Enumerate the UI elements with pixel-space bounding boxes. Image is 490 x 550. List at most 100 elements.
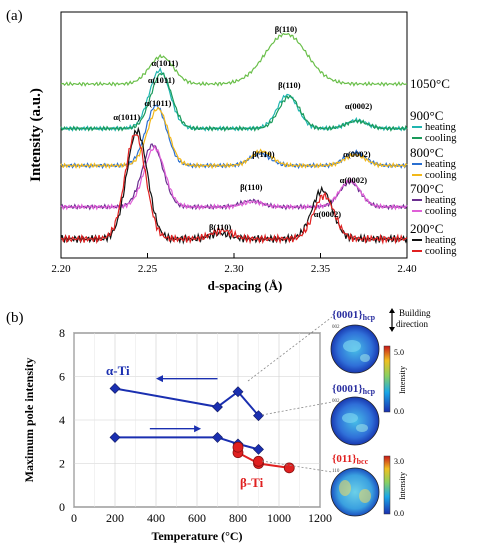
arrow-head xyxy=(156,375,163,383)
beta-point xyxy=(283,462,295,474)
temperature-label: 1050°C xyxy=(410,76,450,91)
alpha-point xyxy=(109,431,121,443)
legend-entry: heating xyxy=(425,195,457,206)
panel-b-points xyxy=(109,383,295,474)
panel-a-temperature-labels: 1050°C900°Cheatingcooling800°Cheatingcoo… xyxy=(410,76,457,257)
colorbar-1-max: 5.0 xyxy=(394,348,404,357)
panel-b-ticks: 0 200 400 600 800 1000 1200 0 2 4 6 8 xyxy=(59,326,332,525)
legend-entry: heating xyxy=(425,122,457,133)
panel-b-arrows xyxy=(149,375,218,433)
panel-b-x-tick-label: 400 xyxy=(147,511,165,525)
peak-annotation: β(110) xyxy=(278,80,301,90)
beta-ti-label: β-Ti xyxy=(240,475,264,490)
series-line-0 xyxy=(114,387,260,417)
panel-b-y-tick-label: 8 xyxy=(59,326,65,340)
building-direction-line-1: Building xyxy=(399,308,431,318)
panel-b-label: (b) xyxy=(6,310,24,326)
panel-b-x-axis-label: Temperature (°C) xyxy=(151,529,242,543)
peak-annotation: α(1011) xyxy=(113,112,140,122)
peak-annotation: β(110) xyxy=(209,222,232,232)
panel-a-x-axis-label: d-spacing (Å) xyxy=(208,278,283,293)
pole-figure-2-corner: 002 xyxy=(332,399,340,404)
colorbar-2-label: Intensity xyxy=(398,472,407,500)
panel-b-grid xyxy=(73,332,321,508)
trace-1050 xyxy=(60,32,408,87)
colorbar-2-max: 3.0 xyxy=(394,457,404,466)
panel-b-y-axis-label: Maximum pole intensity xyxy=(22,358,36,483)
panel-a-x-tick-label: 2.20 xyxy=(51,263,71,275)
series-line-1 xyxy=(115,436,259,451)
panel-b-y-tick-label: 4 xyxy=(59,413,65,427)
panel-b-x-tick-label: 1000 xyxy=(267,511,291,525)
panel-a-traces xyxy=(60,32,408,245)
panel-a-y-axis-label: Intensity (a.u.) xyxy=(28,88,44,182)
panel-a-plot-frame xyxy=(60,11,408,259)
legend-entry: heating xyxy=(425,159,457,170)
panel-b-y-tick-label: 6 xyxy=(59,370,65,384)
temperature-label: 800°C xyxy=(410,145,443,160)
legend-entry: cooling xyxy=(425,133,457,144)
trace-200-heating xyxy=(60,126,408,245)
pole-figure-connectors xyxy=(247,316,333,473)
alpha-ti-label: α-Ti xyxy=(106,363,130,378)
temperature-label: 200°C xyxy=(410,221,443,236)
panel-b-y-tick-label: 2 xyxy=(59,457,65,471)
panel-a-x-tick-label: 2.35 xyxy=(311,263,331,275)
trace-800-cooling xyxy=(60,106,408,170)
panel-b-x-tick-label: 1200 xyxy=(308,511,332,525)
panel-b-x-tick-label: 600 xyxy=(188,511,206,525)
panel-a-x-tick-label: 2.25 xyxy=(138,263,158,275)
peak-annotation: β(110) xyxy=(240,182,263,192)
pole-figure-2: {0001}hcp 002 5.0 0.0 Intensity xyxy=(330,345,407,446)
alpha-point xyxy=(109,383,121,394)
colorbar-2 xyxy=(383,455,391,515)
panel-b-x-tick-label: 800 xyxy=(229,511,247,525)
peak-annotation: α(0002) xyxy=(343,149,371,159)
legend-entry: cooling xyxy=(425,206,457,217)
pole-figure-3-title: {011}bcc xyxy=(332,453,369,466)
panel-b-series xyxy=(114,387,290,469)
panel-a-x-ticks: 2.20 2.25 2.30 2.35 2.40 xyxy=(51,253,417,275)
peak-annotation: α(1011) xyxy=(144,98,171,108)
building-direction-line-2: direction xyxy=(396,319,428,329)
legend-entry: cooling xyxy=(425,246,457,257)
beta-point xyxy=(232,441,244,453)
legend-entry: cooling xyxy=(425,170,457,181)
peak-annotation: β(110) xyxy=(252,149,275,159)
peak-annotation: α(0002) xyxy=(340,175,368,185)
panel-a-peak-annotations: β(110) α(1011) α(1011) α(1011) β(110) α(0002)… xyxy=(113,24,372,232)
panel-b-x-tick-label: 0 xyxy=(71,511,77,525)
peak-annotation: α(0002) xyxy=(314,209,342,219)
temperature-label: 900°C xyxy=(410,108,443,123)
colorbar-1-min: 0.0 xyxy=(394,407,404,416)
panel-b-y-tick-label: 0 xyxy=(59,500,65,514)
alpha-point xyxy=(212,431,223,443)
pole-figure-1: {0001}hcp 002 Building direction xyxy=(330,308,431,374)
pole-figure-3: {011}bcc 110 3.0 0.0 Intensity xyxy=(330,453,407,518)
legend-entry: heating xyxy=(425,235,457,246)
panel-b-x-tick-label: 200 xyxy=(106,511,124,525)
colorbar-2-min: 0.0 xyxy=(394,509,404,518)
colorbar-1-label: Intensity xyxy=(398,366,407,394)
pole-figure-3-corner: 110 xyxy=(332,469,340,474)
alpha-point xyxy=(212,401,223,413)
panel-a-label: (a) xyxy=(6,8,23,24)
peak-annotation: β(110) xyxy=(275,24,298,34)
alpha-point xyxy=(232,386,244,398)
panel-a-x-tick-label: 2.30 xyxy=(224,263,244,275)
peak-annotation: α(1011) xyxy=(148,75,175,85)
colorbar-1 xyxy=(383,345,391,413)
trace-900-cooling xyxy=(60,72,408,132)
trace-200-cooling xyxy=(60,134,408,245)
pole-figure-2-title: {0001}hcp xyxy=(332,383,376,396)
temperature-label: 700°C xyxy=(410,181,443,196)
peak-annotation: α(1011) xyxy=(151,58,178,68)
panel-a-x-tick-label: 2.40 xyxy=(397,263,417,275)
arrow-head xyxy=(194,425,202,433)
alpha-point xyxy=(253,443,264,455)
pole-figure-3-disc xyxy=(330,467,380,517)
pole-figure-1-corner: 002 xyxy=(332,325,340,330)
pole-figure-1-title: {0001}hcp xyxy=(332,309,376,322)
alpha-point xyxy=(253,410,264,422)
